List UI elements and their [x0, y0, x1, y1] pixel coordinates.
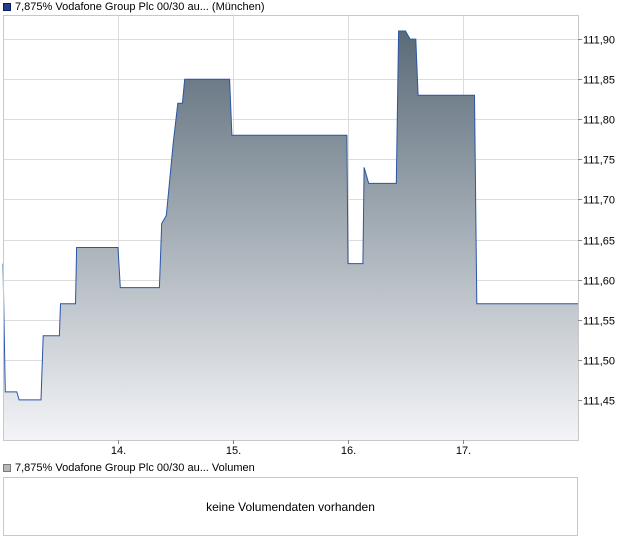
- y-tick-label: 111,65: [583, 236, 615, 248]
- y-tick-label: 111,75: [583, 155, 615, 167]
- price-chart: 14. 15. 16. 17. 111,90 111,85 111,80 111,75 111…: [2, 15, 615, 457]
- y-tick-label: 111,80: [583, 115, 615, 127]
- y-tick-label: 111,55: [583, 316, 615, 328]
- volume-legend: 7,875% Vodafone Group Plc 00/30 au... Vo…: [3, 461, 255, 475]
- y-tick-label: 111,90: [583, 35, 615, 47]
- price-legend-swatch: [3, 3, 11, 11]
- price-area: [3, 31, 578, 440]
- volume-legend-swatch: [3, 464, 11, 472]
- x-tick-label: 16.: [341, 445, 356, 457]
- x-tick-label: 14.: [111, 445, 126, 457]
- x-tick-label: 17.: [456, 445, 471, 457]
- y-tick-label: 111,85: [583, 75, 615, 87]
- y-tick-label: 111,70: [583, 195, 615, 207]
- volume-legend-label: 7,875% Vodafone Group Plc 00/30 au... Vo…: [15, 462, 255, 474]
- y-tick-label: 111,45: [583, 396, 615, 408]
- price-line: [2, 30, 578, 401]
- no-volume-message: keine Volumendaten vorhanden: [206, 499, 375, 514]
- x-tick-label: 15.: [226, 445, 241, 457]
- price-legend-label: 7,875% Vodafone Group Plc 00/30 au... (M…: [15, 1, 265, 13]
- y-tick-label: 111,60: [583, 276, 615, 288]
- volume-panel: keine Volumendaten vorhanden: [3, 477, 578, 536]
- plot-border: [3, 15, 579, 441]
- price-legend: 7,875% Vodafone Group Plc 00/30 au... (M…: [3, 0, 265, 14]
- y-tick-label: 111,50: [583, 356, 615, 368]
